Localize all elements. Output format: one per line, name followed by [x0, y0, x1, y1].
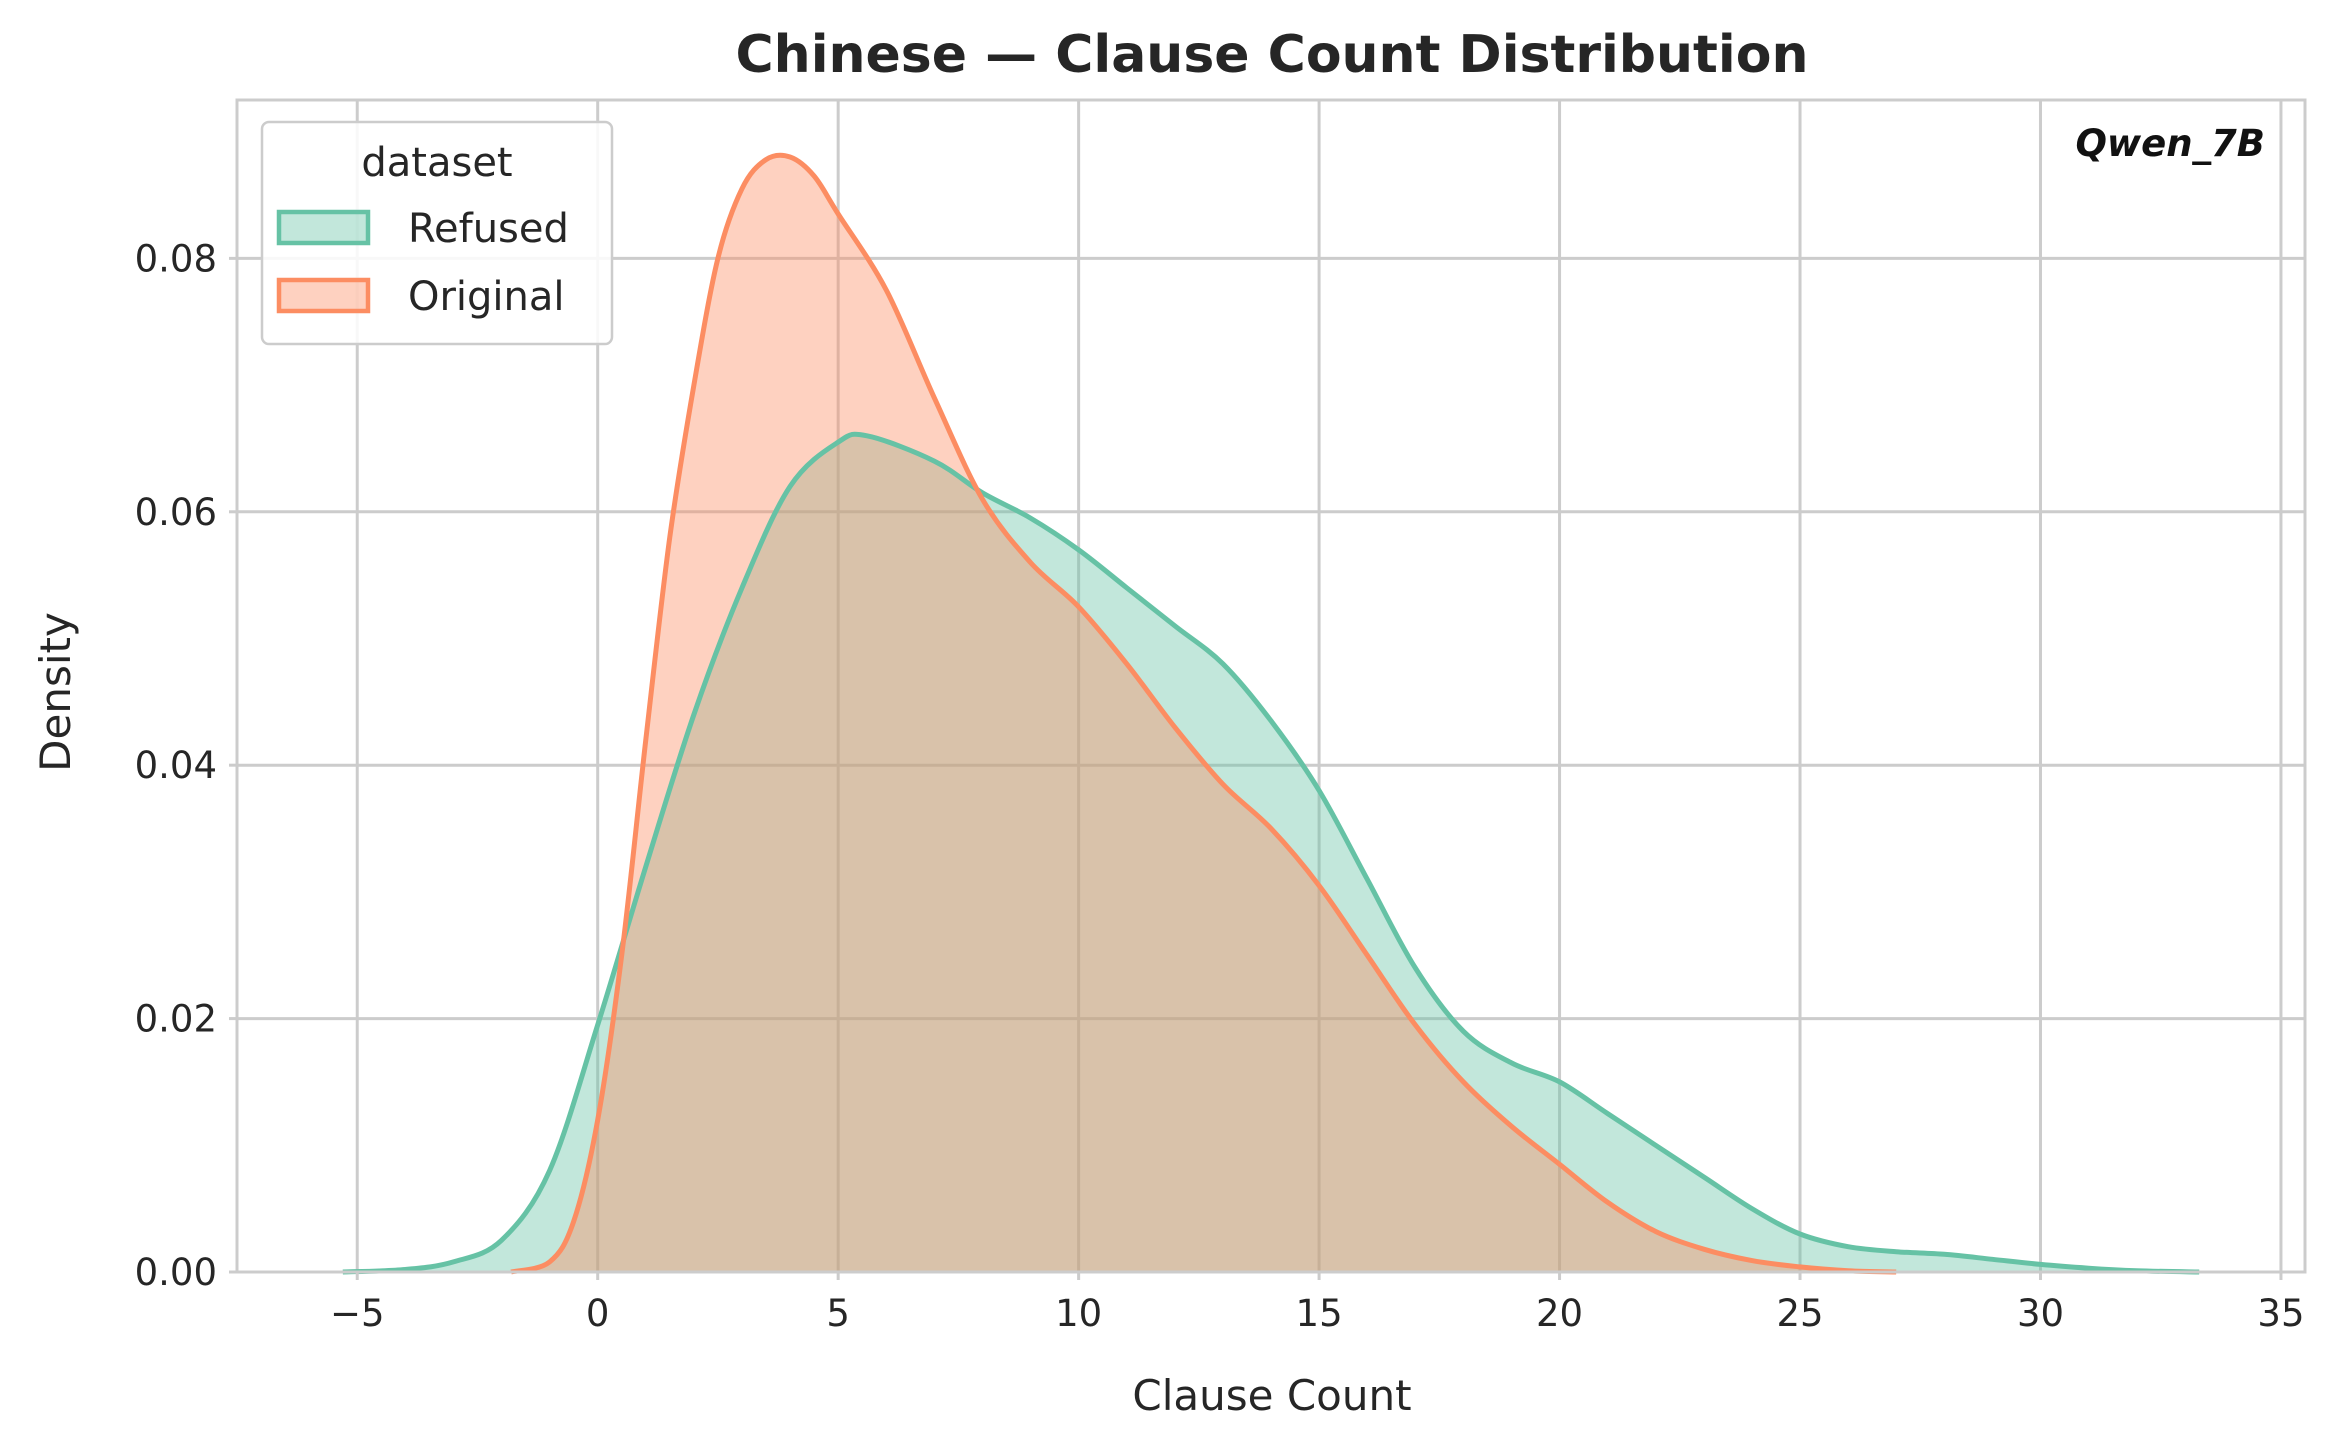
- legend-title: dataset: [361, 140, 512, 186]
- legend-swatch-refused: [276, 209, 371, 246]
- x-axis-ticks: −5 0 5 10 15 20 25 30 35: [330, 1272, 2305, 1335]
- x-tick-label: 20: [1536, 1292, 1583, 1335]
- x-tick-label: 0: [586, 1292, 610, 1335]
- x-axis-label: Clause Count: [1132, 1371, 1411, 1420]
- y-axis-ticks: 0.00 0.02 0.04 0.06 0.08: [135, 237, 237, 1294]
- legend: dataset Refused Original: [260, 120, 614, 346]
- x-tick-label: 35: [2257, 1292, 2304, 1335]
- y-axis-label: Density: [31, 612, 80, 772]
- y-tick-label: 0.04: [135, 744, 217, 787]
- legend-swatch-original: [276, 277, 371, 314]
- legend-label-refused: Refused: [408, 206, 569, 252]
- density-area-refused: [342, 434, 2200, 1273]
- x-tick-label: 15: [1296, 1292, 1343, 1335]
- x-tick-label: 25: [1776, 1292, 1823, 1335]
- model-annotation: Qwen_7B: [2075, 122, 2265, 165]
- density-lines: [342, 152, 2200, 1275]
- density-areas: [342, 155, 2200, 1273]
- x-tick-label: 30: [2017, 1292, 2064, 1335]
- density-line-refused: [342, 431, 2200, 1275]
- y-tick-label: 0.06: [135, 491, 217, 534]
- y-tick-label: 0.02: [135, 998, 217, 1041]
- density-line-original: [510, 152, 1897, 1275]
- y-tick-label: 0.00: [135, 1251, 217, 1294]
- x-tick-label: 5: [826, 1292, 850, 1335]
- x-tick-label: 10: [1055, 1292, 1102, 1335]
- plot-frame: [235, 98, 2307, 1274]
- chart-title: Chinese — Clause Count Distribution: [736, 25, 1809, 85]
- y-tick-label: 0.08: [135, 237, 217, 280]
- x-tick-label: −5: [330, 1292, 385, 1335]
- legend-label-original: Original: [408, 274, 565, 320]
- legend-frame: [260, 120, 614, 346]
